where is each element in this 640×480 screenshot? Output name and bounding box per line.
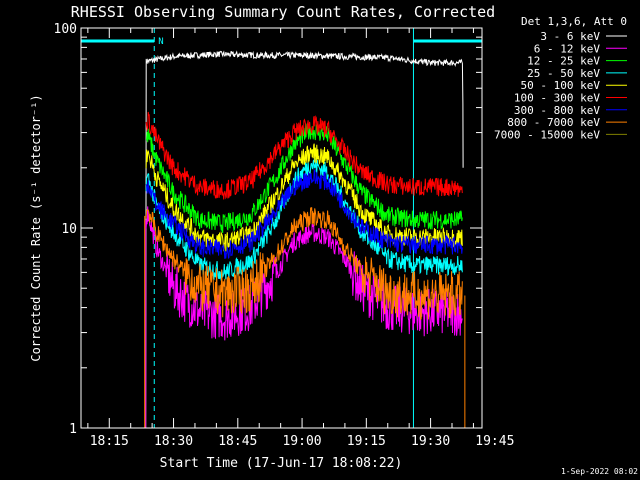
series-line bbox=[145, 111, 463, 200]
legend-label: 6 - 12 keV bbox=[534, 42, 601, 55]
x-tick-label: 19:00 bbox=[282, 434, 321, 449]
series-line bbox=[145, 158, 463, 281]
x-tick-label: 18:45 bbox=[218, 434, 257, 449]
legend-label: 50 - 100 keV bbox=[521, 79, 601, 92]
legend-label: 25 - 50 keV bbox=[527, 67, 600, 80]
footer-timestamp: 1-Sep-2022 08:02 bbox=[561, 467, 638, 476]
axis-ticks: 1 10 100 18:15 18:30 18:45 19:00 19:15 19:30 19:4… bbox=[54, 22, 515, 449]
legend-label: 100 - 300 keV bbox=[514, 92, 600, 105]
y-tick-label: 100 bbox=[54, 22, 77, 37]
legend-header: Det 1,3,6, Att 0 bbox=[521, 15, 627, 28]
x-tick-label: 18:30 bbox=[154, 434, 193, 449]
series-line bbox=[145, 122, 463, 233]
y-axis-label: Corrected Count Rate (s⁻¹ detector⁻¹) bbox=[29, 94, 43, 361]
series-line bbox=[145, 143, 463, 252]
x-tick-label: 19:45 bbox=[475, 434, 514, 449]
y-tick-label: 1 bbox=[69, 422, 77, 437]
x-tick-label: 19:15 bbox=[347, 434, 386, 449]
series-layer bbox=[144, 50, 466, 429]
legend-label: 800 - 7000 keV bbox=[507, 116, 600, 129]
x-axis-label: Start Time (17-Jun-17 18:08:22) bbox=[160, 456, 403, 471]
legend-label: 12 - 25 keV bbox=[527, 55, 600, 68]
y-tick-label: 10 bbox=[61, 222, 77, 237]
x-tick-label: 18:15 bbox=[90, 434, 129, 449]
x-tick-label: 19:30 bbox=[411, 434, 450, 449]
night-flag-label: N bbox=[158, 37, 163, 47]
series-line bbox=[145, 50, 464, 429]
series-line bbox=[145, 206, 463, 341]
series-line bbox=[145, 169, 463, 259]
legend-label: 3 - 6 keV bbox=[540, 30, 600, 43]
legend-label: 7000 - 15000 keV bbox=[494, 128, 600, 141]
series-line bbox=[145, 207, 463, 321]
chart-title: RHESSI Observing Summary Count Rates, Co… bbox=[71, 3, 495, 21]
legend-label: 300 - 800 keV bbox=[514, 104, 600, 117]
